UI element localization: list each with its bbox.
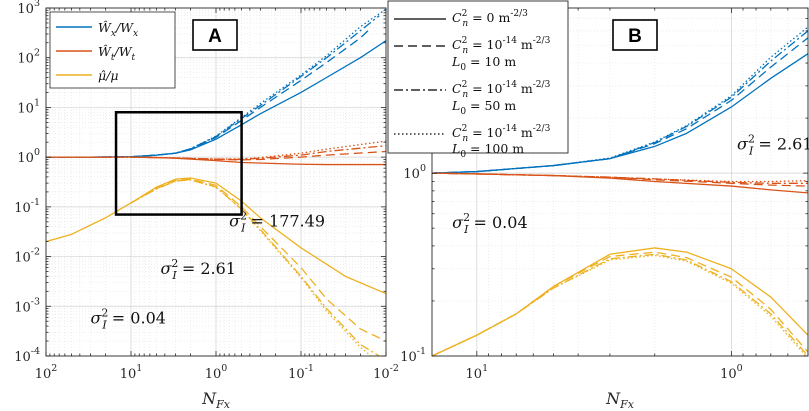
sigma-annotation: σ2 I = 2.61 [160, 257, 235, 282]
x-tick-label: 100 [720, 363, 743, 382]
x-tick-label: 100 [205, 363, 228, 382]
y-tick-label: 10-3 [14, 296, 40, 315]
x-tick-label: 102 [35, 363, 58, 382]
zoom-box [114, 110, 243, 216]
panel-B: 101 100 10-1 100 NFx σ2 I = 2.61 σ2 I = 0.04 B C2 n… [387, 0, 809, 411]
series-line [130, 178, 386, 342]
legend-label: C2 n = 10-14 m-2/3 [452, 36, 551, 56]
series-line [432, 254, 807, 356]
panel-label-box [192, 19, 238, 51]
x-tick-label: 101 [466, 363, 489, 382]
y-tick-label: 10-2 [14, 247, 40, 266]
legend-label: Ŵt/Wt [98, 44, 136, 63]
series-line [46, 145, 386, 161]
series-line [432, 26, 808, 174]
y-tick-label: 100 [17, 147, 40, 166]
y-tick-label: 101 [17, 97, 40, 116]
legend-label: C2 n = 10-14 m-2/3 [452, 124, 551, 144]
y-tick-label: 10-4 [14, 346, 40, 365]
legend-label: Ŵx/Wx [98, 20, 138, 39]
sigma-annotation: σ2 I = 2.61 [737, 132, 809, 157]
x-axis-label: NFx [201, 389, 231, 411]
series-group [432, 26, 808, 356]
panel-label: A [208, 26, 222, 47]
panel-label-box [612, 19, 658, 51]
axes-frame [431, 7, 809, 357]
y-tick-label: 100 [403, 163, 426, 182]
x-tick-label: 10-2 [373, 363, 399, 382]
y-tick-label: 102 [17, 48, 40, 67]
y-tick-label: 10-1 [400, 346, 426, 365]
panel-A: 102 101 100 10-1 10-2 10-4 10-3 10-2 10-1 100 101 1… [14, 0, 399, 411]
sigma-annotation: σ2 I = 0.04 [90, 307, 165, 332]
y-tick-label: 10-1 [14, 197, 40, 216]
series-line [46, 140, 386, 160]
legend-label: C2 n = 0 m-2/3 [452, 9, 528, 29]
sigma-annotation: σ2 I = 177.49 [229, 210, 325, 235]
legend-box [387, 0, 569, 154]
legend-label: C2 n = 10-14 m-2/3 [452, 80, 551, 100]
series-line [432, 172, 808, 183]
legend-label: L0 = 100 m [451, 141, 524, 160]
x-tick-label: 101 [120, 363, 143, 382]
legend-label: L0 = 50 m [451, 98, 516, 117]
series-line [432, 253, 808, 356]
y-tick-label: 103 [17, 0, 40, 17]
series-line [46, 177, 386, 295]
x-axis-label: NFx [605, 389, 635, 411]
legend-label: μ̂/μ [98, 68, 118, 83]
legend-label: L0 = 10 m [451, 54, 516, 73]
panel-label: B [628, 26, 642, 47]
sigma-annotation: σ2 I = 0.04 [452, 211, 527, 236]
x-tick-label: 10-1 [288, 363, 314, 382]
series-line [432, 30, 808, 174]
